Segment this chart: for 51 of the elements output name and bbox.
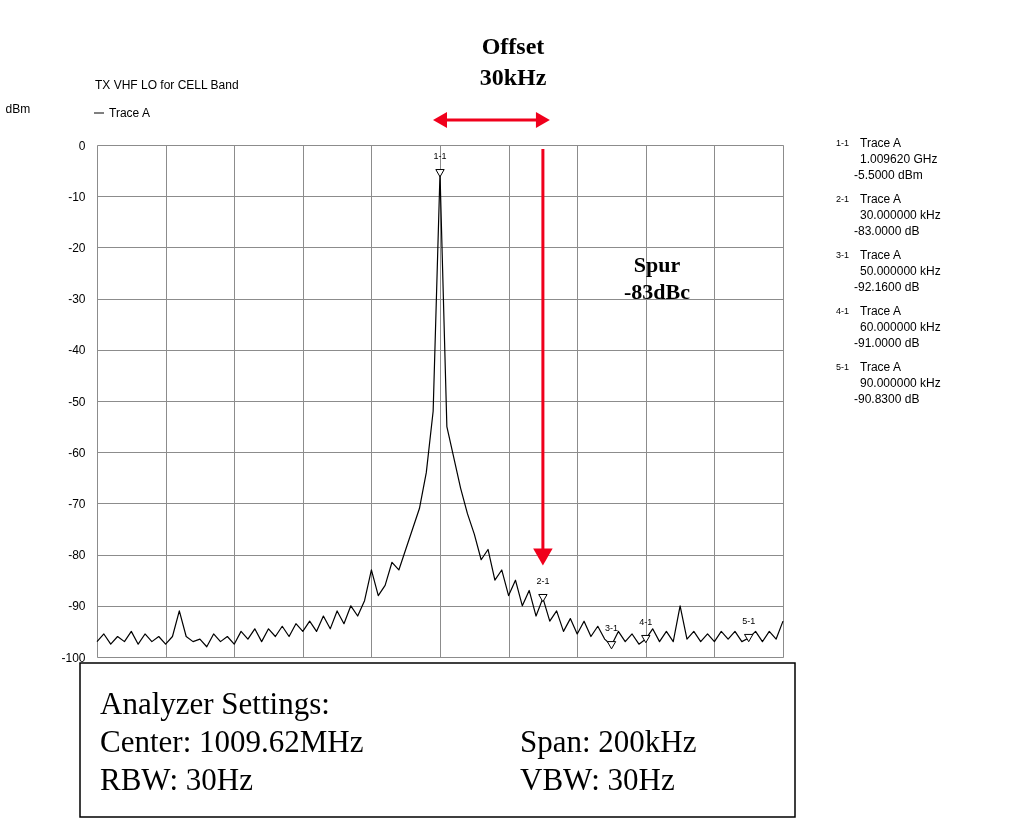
y-axis-title: dBm [5, 101, 31, 116]
chart-title: TX VHF LO for CELL Band [95, 78, 239, 92]
text: 2-1 [836, 194, 850, 204]
text: -83.0000 dB [854, 224, 920, 238]
text: 3-1 [836, 250, 850, 260]
text: VBW: 30Hz [520, 762, 675, 797]
y-tick-label: -50 [68, 394, 86, 409]
text: -92.1600 dB [854, 280, 920, 294]
data-label: 4-1 [639, 617, 653, 628]
text: 1.009620 GHz [860, 152, 938, 166]
point [435, 169, 445, 178]
annotation: Spur -83dBc [624, 252, 691, 304]
text: Center: 1009.62MHz [100, 724, 364, 759]
data-label: 2-1 [536, 576, 550, 587]
y-tick-label: -90 [68, 599, 86, 614]
text: -90.8300 dB [854, 392, 920, 406]
y-tick-label: -80 [68, 548, 86, 563]
y-tick-label: -70 [68, 496, 86, 511]
text: Analyzer Settings: [100, 686, 330, 721]
text: 5-1 [836, 362, 850, 372]
y-tick-label: -10 [68, 189, 86, 204]
data-label: 5-1 [742, 616, 756, 627]
point [744, 633, 754, 643]
text: 50.000000 kHz [860, 264, 941, 278]
legend-label: Trace A [109, 106, 150, 120]
text: 90.000000 kHz [860, 376, 941, 390]
y-tick-label: 0 [78, 138, 86, 153]
y-tick-label: -40 [68, 343, 86, 358]
text: -91.0000 dB [854, 336, 920, 350]
data-label: 3-1 [604, 623, 619, 634]
text: Trace A [860, 304, 901, 318]
text: Offset 30kHz [479, 33, 547, 90]
y-tick-label: -100 [61, 650, 86, 665]
point [538, 594, 548, 603]
text: Trace A [860, 136, 901, 150]
y-tick-label: -30 [68, 292, 86, 307]
text: Trace A [860, 360, 901, 374]
text: 60.000000 kHz [860, 320, 941, 334]
text: -5.5000 dBm [854, 168, 923, 182]
text: Span: 200kHz [520, 724, 697, 759]
point [606, 641, 617, 650]
text: 1-1 [836, 138, 850, 148]
text: Trace A [860, 248, 901, 262]
data-label: 1-1 [433, 151, 447, 162]
text: Trace A [860, 192, 901, 206]
text: RBW: 30Hz [100, 762, 253, 797]
y-tick-label: -20 [68, 240, 86, 255]
text: 30.000000 kHz [860, 208, 941, 222]
y-tick-label: -60 [68, 445, 86, 460]
point [641, 634, 651, 644]
text: 4-1 [836, 306, 850, 316]
